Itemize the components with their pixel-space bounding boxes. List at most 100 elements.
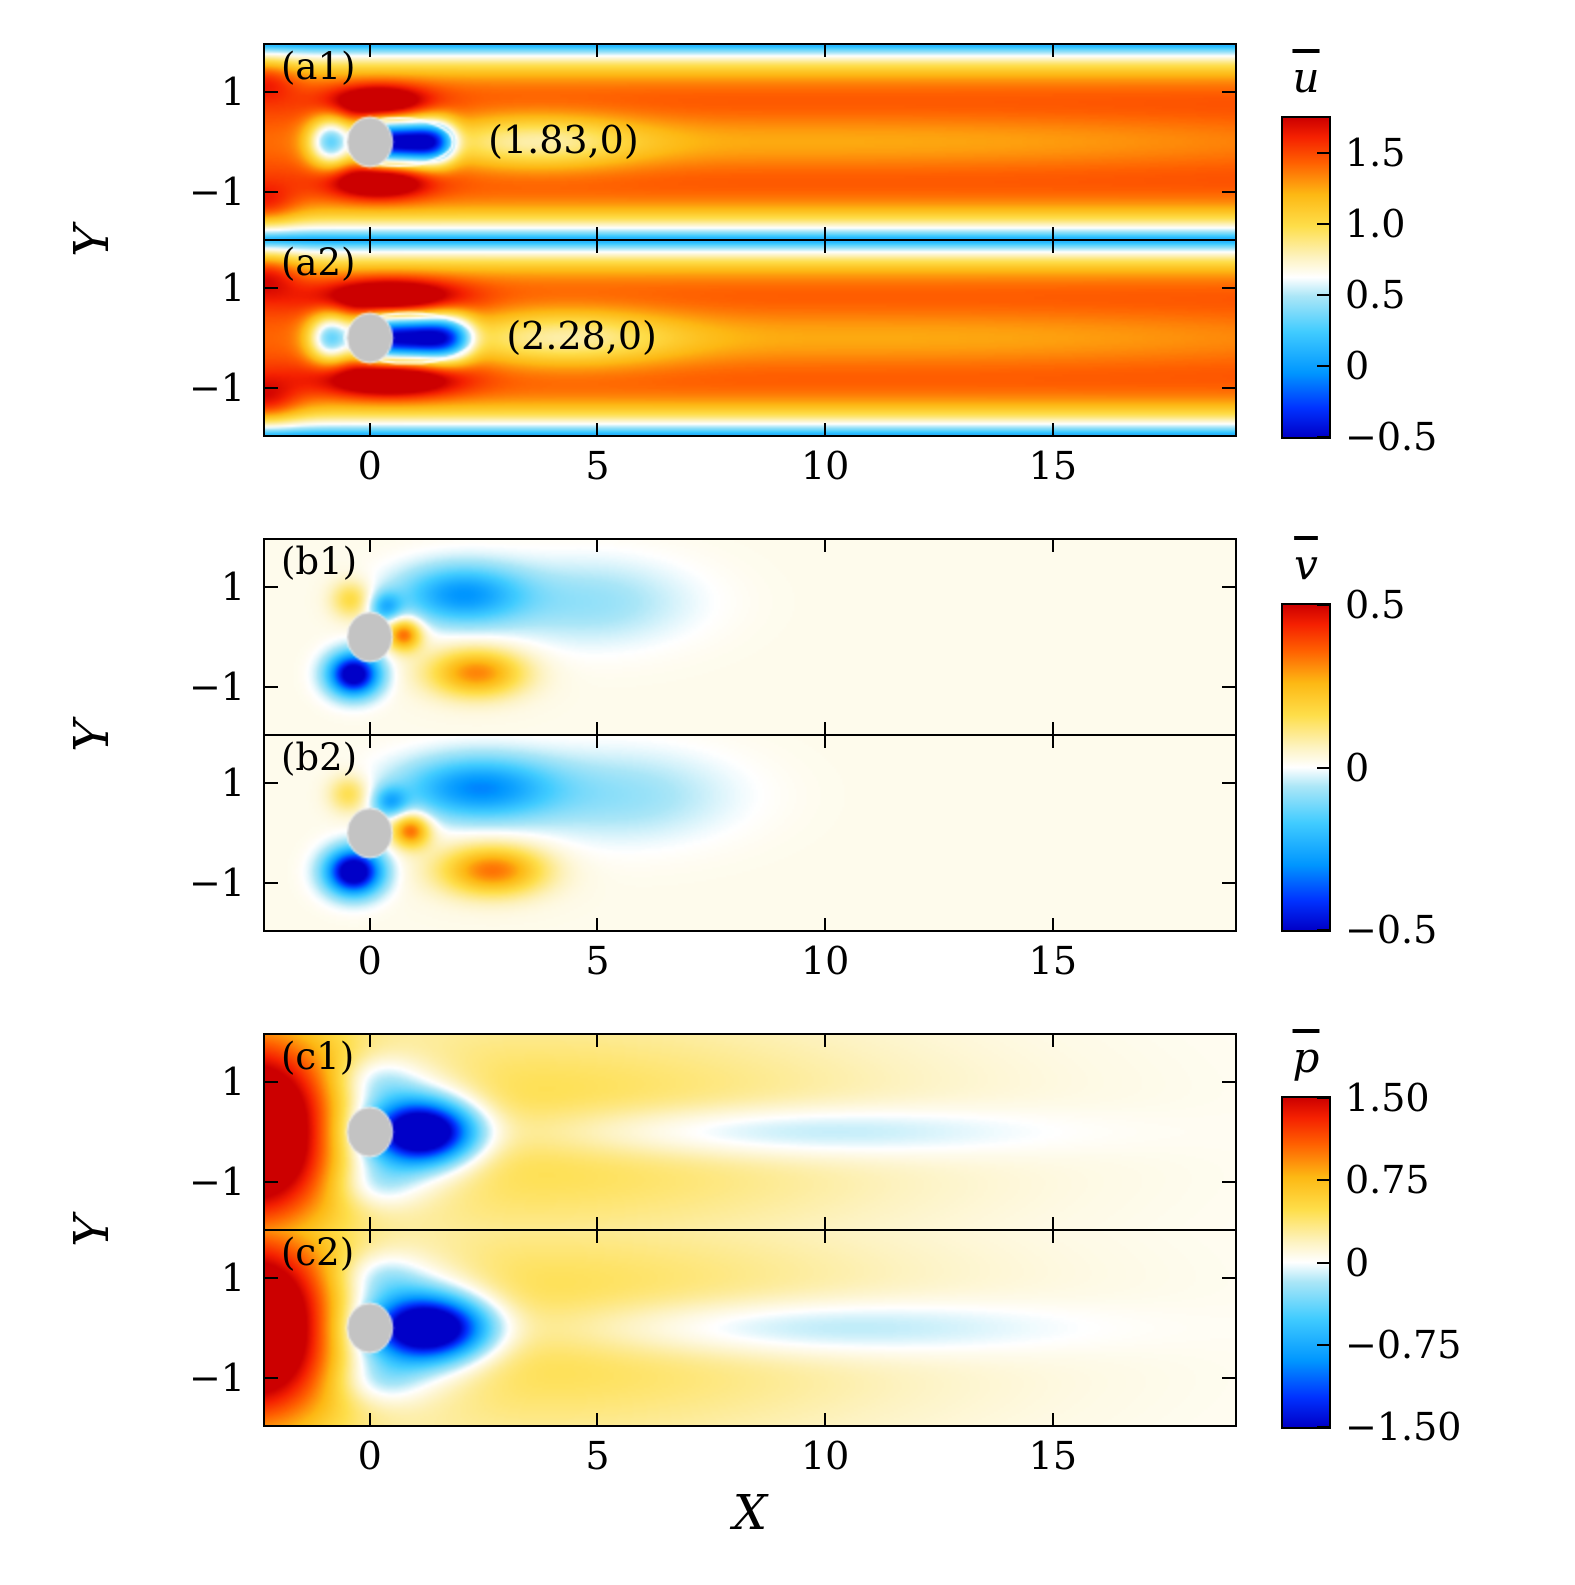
y-tickmark <box>265 386 278 389</box>
x-tickmark <box>1051 1413 1054 1425</box>
x-tickmark <box>596 722 599 734</box>
x-tickmark <box>596 227 599 239</box>
panel-label-a1: (a1) <box>281 45 356 88</box>
x-tick-label: 10 <box>800 1434 850 1478</box>
x-tickmark <box>596 241 599 253</box>
colorbar-tick-label: 0.5 <box>1345 273 1406 318</box>
x-tick-label: 15 <box>1028 1434 1077 1478</box>
y-tick-label: 1 <box>220 1256 245 1301</box>
x-tickmark <box>368 1231 371 1243</box>
y-tickmark <box>1222 685 1235 688</box>
x-tickmark <box>596 1413 599 1425</box>
panel-divider <box>265 239 1235 241</box>
x-tickmark <box>1051 1035 1054 1047</box>
y-tickmark <box>265 685 278 688</box>
panel-label-c2: (c2) <box>281 1231 355 1274</box>
x-tick-label: 5 <box>585 939 610 983</box>
y-tick-label: 1 <box>220 565 245 610</box>
colorbar-label-u: u <box>1243 54 1369 102</box>
y-tick-label: 1 <box>220 1060 245 1105</box>
x-tickmark <box>824 1035 827 1047</box>
heatmap-panel-c1: (c1) <box>265 1035 1235 1229</box>
x-tickmark <box>596 1035 599 1047</box>
colorbar-tickmark <box>1317 436 1329 438</box>
colorbar-tick-label: 1.5 <box>1345 131 1406 176</box>
y-tickmark <box>1222 1180 1235 1183</box>
y-tickmark <box>1222 386 1235 389</box>
panel-frame-p <box>263 1033 1237 1427</box>
x-tickmark <box>368 45 371 57</box>
colorbar-tickmark <box>1317 223 1329 226</box>
x-tickmark <box>1051 736 1054 748</box>
x-tick-label: 10 <box>800 939 850 983</box>
y-tickmark <box>265 881 278 884</box>
y-tick-label: 1 <box>220 70 245 115</box>
y-tick-label: −1 <box>188 169 245 214</box>
y-tick-label: −1 <box>188 1159 245 1204</box>
y-axis-label: Y <box>64 720 120 752</box>
colorbar-tick-label: −1.50 <box>1345 1405 1462 1449</box>
x-tick-label: 15 <box>1028 939 1077 983</box>
x-tickmark <box>824 241 827 253</box>
colorbar-label-v: v <box>1243 541 1369 589</box>
colorbar-tick-label: 0 <box>1345 1240 1370 1285</box>
x-tickmark <box>824 423 827 435</box>
closure-point-annotation-a1: (1.83,0) <box>488 118 639 162</box>
y-tickmark <box>265 586 278 589</box>
heatmap-panel-c2: (c2) <box>265 1231 1235 1425</box>
x-tickmark <box>368 722 371 734</box>
y-tickmark <box>1222 190 1235 193</box>
colorbar-tick-label: 0.75 <box>1345 1158 1430 1203</box>
y-tickmark <box>1222 1376 1235 1379</box>
x-tick-label: 0 <box>357 1434 382 1478</box>
y-tick-label: −1 <box>188 1355 245 1400</box>
colorbar-tickmark <box>1317 152 1329 155</box>
y-tickmark <box>265 1081 278 1084</box>
y-tickmark <box>1222 1081 1235 1084</box>
x-tickmark <box>596 918 599 930</box>
colorbar-tick-label: 0 <box>1345 745 1370 790</box>
panel-divider <box>265 734 1235 736</box>
x-tick-label: 5 <box>585 1434 610 1478</box>
y-tick-label: 1 <box>220 266 245 311</box>
closure-point-annotation-a2: (2.28,0) <box>506 314 657 358</box>
x-tickmark <box>1051 1217 1054 1229</box>
colorbar-tickmark <box>1317 1097 1329 1099</box>
y-tickmark <box>1222 881 1235 884</box>
y-tickmark <box>1222 782 1235 785</box>
x-tickmark <box>368 1217 371 1229</box>
y-tick-label: −1 <box>188 860 245 905</box>
colorbar-label-p: p <box>1243 1034 1369 1082</box>
x-tickmark <box>824 722 827 734</box>
panel-label-c1: (c1) <box>281 1035 355 1078</box>
x-tickmark <box>368 918 371 930</box>
y-tickmark <box>265 91 278 94</box>
colorbar-tickmark <box>1317 929 1329 931</box>
y-tickmark <box>1222 91 1235 94</box>
x-tickmark <box>824 1413 827 1425</box>
colorbar-tick-label: 0 <box>1345 344 1370 389</box>
panel-label-b2: (b2) <box>281 736 358 779</box>
x-tickmark <box>596 540 599 552</box>
heatmap-canvas-c1 <box>265 1035 1235 1229</box>
x-tick-label: 15 <box>1028 444 1077 488</box>
heatmap-canvas-a2 <box>265 241 1235 435</box>
x-tickmark <box>824 1231 827 1243</box>
colorbar-tick-label: 0.5 <box>1345 583 1406 627</box>
y-tickmark <box>265 1180 278 1183</box>
heatmap-panel-a2: (a2) (2.28,0) <box>265 241 1235 435</box>
y-tickmark <box>265 1376 278 1379</box>
x-tickmark <box>1051 241 1054 253</box>
x-tickmark <box>596 736 599 748</box>
colorbar-tick-label: 1.50 <box>1345 1076 1430 1120</box>
heatmap-canvas-a1 <box>265 45 1235 239</box>
y-axis-label: Y <box>64 225 120 257</box>
x-tickmark <box>824 227 827 239</box>
colorbar-tickmark <box>1317 294 1329 297</box>
y-tickmark <box>265 782 278 785</box>
x-tickmark <box>1051 423 1054 435</box>
y-tick-label: −1 <box>188 664 245 709</box>
y-tickmark <box>265 190 278 193</box>
x-tickmark <box>824 918 827 930</box>
y-axis-label: Y <box>64 1215 120 1247</box>
